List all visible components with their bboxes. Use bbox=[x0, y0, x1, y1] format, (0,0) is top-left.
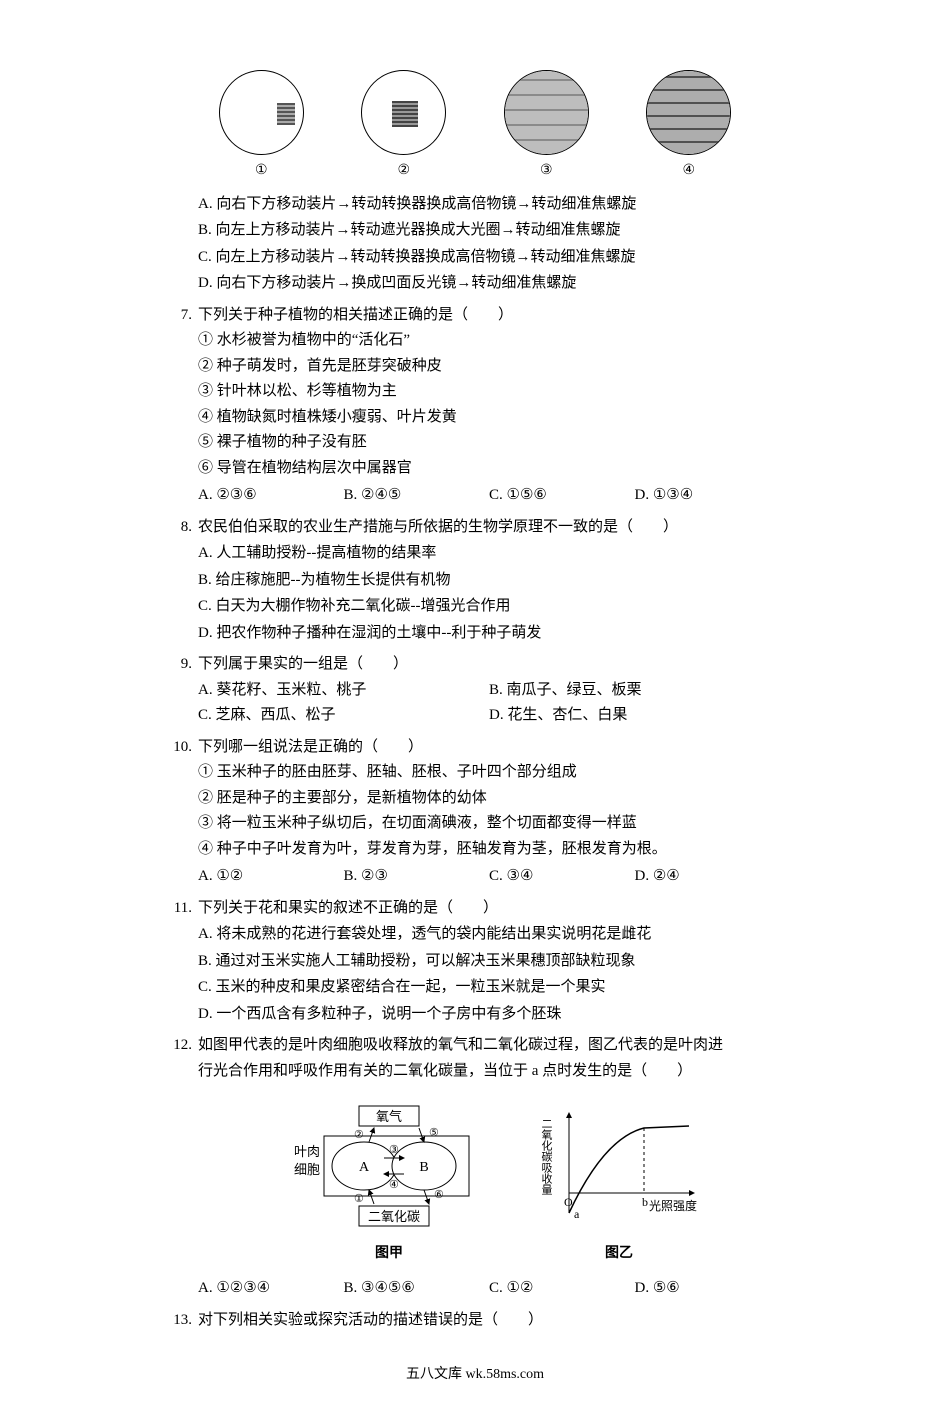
q8-opt-a: A. 人工辅助授粉--提高植物的结果率 bbox=[198, 541, 780, 567]
jia-n4: ④ bbox=[389, 1179, 399, 1191]
circle-1 bbox=[219, 70, 304, 155]
q12-num: 12. bbox=[170, 1033, 198, 1301]
question-13: 13. 对下列相关实验或探究活动的描述错误的是（ ） bbox=[170, 1308, 780, 1334]
q8-opt-d: D. 把农作物种子播种在湿润的土壤中--利于种子萌发 bbox=[198, 621, 780, 647]
jia-A: A bbox=[359, 1160, 370, 1175]
yi-o: O bbox=[564, 1195, 573, 1209]
q10-opt-b: B. ②③ bbox=[344, 864, 490, 890]
figure-3: ③ bbox=[504, 70, 589, 183]
q10-opt-d: D. ②④ bbox=[635, 864, 781, 890]
q8-stem: 农民伯伯采取的农业生产措施与所依据的生物学原理不一致的是（ ） bbox=[198, 515, 780, 541]
q7-opt-b: B. ②④⑤ bbox=[344, 483, 490, 509]
figure-2: ② bbox=[361, 70, 446, 183]
q11-opt-b: B. 通过对玉米实施人工辅助授粉，可以解决玉米果穗顶部缺粒现象 bbox=[198, 949, 780, 975]
jia-B: B bbox=[419, 1160, 428, 1175]
diagram-yi-svg: O a b 二氧化碳吸收量 光照强度 bbox=[534, 1098, 704, 1238]
question-10: 10. 下列哪一组说法是正确的（ ） ① 玉米种子的胚由胚芽、胚轴、胚根、子叶四… bbox=[170, 735, 780, 890]
q9-opt-c: C. 芝麻、西瓜、松子 bbox=[198, 703, 489, 729]
q6-opt-c: C. 向左上方移动装片→转动转换器换成高倍物镜→转动细准焦螺旋 bbox=[198, 245, 780, 271]
question-8: 8. 农民伯伯采取的农业生产措施与所依据的生物学原理不一致的是（ ） A. 人工… bbox=[170, 515, 780, 647]
q10-sub-1: ① 玉米种子的胚由胚芽、胚轴、胚根、子叶四个部分组成 bbox=[198, 760, 780, 786]
figure-1: ① bbox=[219, 70, 304, 183]
caption-yi: 图乙 bbox=[605, 1242, 633, 1266]
q13-stem: 对下列相关实验或探究活动的描述错误的是（ ） bbox=[198, 1308, 780, 1334]
q6-opt-b: B. 向左上方移动装片→转动遮光器换成大光圈→转动细准焦螺旋 bbox=[198, 218, 780, 244]
question-12: 12. 如图甲代表的是叶肉细胞吸收释放的氧气和二氧化碳过程，图乙代表的是叶肉进 … bbox=[170, 1033, 780, 1301]
q6-opt-d: D. 向右下方移动装片→换成凹面反光镜→转动细准焦螺旋 bbox=[198, 271, 780, 297]
figure-label-4: ④ bbox=[682, 159, 695, 183]
q11-opt-c: C. 玉米的种皮和果皮紧密结合在一起，一粒玉米就是一个果实 bbox=[198, 975, 780, 1001]
q13-num: 13. bbox=[170, 1308, 198, 1334]
q10-sub-2: ② 胚是种子的主要部分，是新植物体的幼体 bbox=[198, 786, 780, 812]
q6-opt-a: A. 向右下方移动装片→转动转换器换成高倍物镜→转动细准焦螺旋 bbox=[198, 192, 780, 218]
q11-opt-a: A. 将未成熟的花进行套袋处埋，透气的袋内能结出果实说明花是雌花 bbox=[198, 922, 780, 948]
circle-4 bbox=[646, 70, 731, 155]
q10-sub-3: ③ 将一粒玉米种子纵切后，在切面滴碘液，整个切面都变得一样蓝 bbox=[198, 811, 780, 837]
yi-yaxis: 二氧化碳吸收量 bbox=[540, 1118, 553, 1195]
q7-opt-c: C. ①⑤⑥ bbox=[489, 483, 635, 509]
q10-opt-a: A. ①② bbox=[198, 864, 344, 890]
question-11: 11. 下列关于花和果实的叙述不正确的是（ ） A. 将未成熟的花进行套袋处埋，… bbox=[170, 896, 780, 1028]
q8-num: 8. bbox=[170, 515, 198, 647]
q7-sub-5: ⑤ 裸子植物的种子没有胚 bbox=[198, 430, 780, 456]
jia-left1: 叶肉 bbox=[294, 1144, 320, 1159]
q8-opt-c: C. 白天为大棚作物补充二氧化碳--增强光合作用 bbox=[198, 594, 780, 620]
page-footer: 五八文库 wk.58ms.com bbox=[170, 1363, 780, 1387]
jia-left2: 细胞 bbox=[294, 1162, 320, 1177]
q12-stem-2: 行光合作用和呼吸作用有关的二氧化碳量，当位于 a 点时发生的是（ ） bbox=[198, 1059, 780, 1085]
q12-opt-a: A. ①②③④ bbox=[198, 1276, 344, 1302]
q7-stem: 下列关于种子植物的相关描述正确的是（ ） bbox=[198, 303, 780, 329]
yi-b: b bbox=[642, 1195, 648, 1209]
question-9: 9. 下列属于果实的一组是（ ） A. 葵花籽、玉米粒、桃子 B. 南瓜子、绿豆… bbox=[170, 652, 780, 729]
q9-opt-d: D. 花生、杏仁、白果 bbox=[489, 703, 780, 729]
figure-label-3: ③ bbox=[540, 159, 553, 183]
diagram-yi: O a b 二氧化碳吸收量 光照强度 图乙 bbox=[534, 1098, 704, 1266]
q11-stem: 下列关于花和果实的叙述不正确的是（ ） bbox=[198, 896, 780, 922]
figure-4: ④ bbox=[646, 70, 731, 183]
circle-2 bbox=[361, 70, 446, 155]
question-7: 7. 下列关于种子植物的相关描述正确的是（ ） ① 水杉被誉为植物中的“活化石”… bbox=[170, 303, 780, 509]
q11-opt-d: D. 一个西瓜含有多粒种子，说明一个子房中有多个胚珠 bbox=[198, 1002, 780, 1028]
q9-opt-a: A. 葵花籽、玉米粒、桃子 bbox=[198, 678, 489, 704]
q12-stem-1: 如图甲代表的是叶肉细胞吸收释放的氧气和二氧化碳过程，图乙代表的是叶肉进 bbox=[198, 1033, 780, 1059]
q9-stem: 下列属于果实的一组是（ ） bbox=[198, 652, 780, 678]
q12-diagram-zone: 氧气 二氧化碳 A B 叶肉 细胞 bbox=[198, 1098, 780, 1266]
jia-n3: ③ bbox=[389, 1144, 399, 1156]
q10-num: 10. bbox=[170, 735, 198, 890]
jia-n5: ⑤ bbox=[429, 1127, 439, 1139]
q7-sub-4: ④ 植物缺氮时植株矮小瘦弱、叶片发黄 bbox=[198, 405, 780, 431]
q8-opt-b: B. 给庄稼施肥--为植物生长提供有机物 bbox=[198, 568, 780, 594]
q10-stem: 下列哪一组说法是正确的（ ） bbox=[198, 735, 780, 761]
q12-opt-b: B. ③④⑤⑥ bbox=[344, 1276, 490, 1302]
q10-opt-c: C. ③④ bbox=[489, 864, 635, 890]
q7-sub-3: ③ 针叶林以松、杉等植物为主 bbox=[198, 379, 780, 405]
q11-num: 11. bbox=[170, 896, 198, 1028]
question-6-options: A. 向右下方移动装片→转动转换器换成高倍物镜→转动细准焦螺旋 B. 向左上方移… bbox=[170, 191, 780, 297]
q7-sub-6: ⑥ 导管在植物结构层次中属器官 bbox=[198, 456, 780, 482]
diagram-jia: 氧气 二氧化碳 A B 叶肉 细胞 bbox=[274, 1098, 504, 1266]
jia-n6: ⑥ bbox=[434, 1189, 444, 1201]
yi-a: a bbox=[574, 1207, 580, 1221]
jia-n1: ① bbox=[354, 1193, 364, 1205]
jia-bottom-label: 二氧化碳 bbox=[368, 1209, 420, 1224]
q12-opt-c: C. ①② bbox=[489, 1276, 635, 1302]
q7-num: 7. bbox=[170, 303, 198, 509]
jia-top-label: 氧气 bbox=[376, 1109, 402, 1124]
q7-opt-a: A. ②③⑥ bbox=[198, 483, 344, 509]
circle-3 bbox=[504, 70, 589, 155]
microscope-figure-row: ① ② ③ ④ bbox=[190, 70, 760, 183]
q7-sub-2: ② 种子萌发时，首先是胚芽突破种皮 bbox=[198, 354, 780, 380]
yi-xaxis: 光照强度 bbox=[649, 1198, 697, 1213]
figure-label-2: ② bbox=[397, 159, 410, 183]
q7-opt-d: D. ①③④ bbox=[635, 483, 781, 509]
diagram-jia-svg: 氧气 二氧化碳 A B 叶肉 细胞 bbox=[274, 1098, 504, 1238]
q9-opt-b: B. 南瓜子、绿豆、板栗 bbox=[489, 678, 780, 704]
caption-jia: 图甲 bbox=[375, 1242, 403, 1266]
q9-num: 9. bbox=[170, 652, 198, 729]
q7-sub-1: ① 水杉被誉为植物中的“活化石” bbox=[198, 328, 780, 354]
jia-n2: ② bbox=[354, 1129, 364, 1141]
q12-opt-d: D. ⑤⑥ bbox=[635, 1276, 781, 1302]
figure-label-1: ① bbox=[255, 159, 268, 183]
q10-sub-4: ④ 种子中子叶发育为叶，芽发育为芽，胚轴发育为茎，胚根发育为根。 bbox=[198, 837, 780, 863]
